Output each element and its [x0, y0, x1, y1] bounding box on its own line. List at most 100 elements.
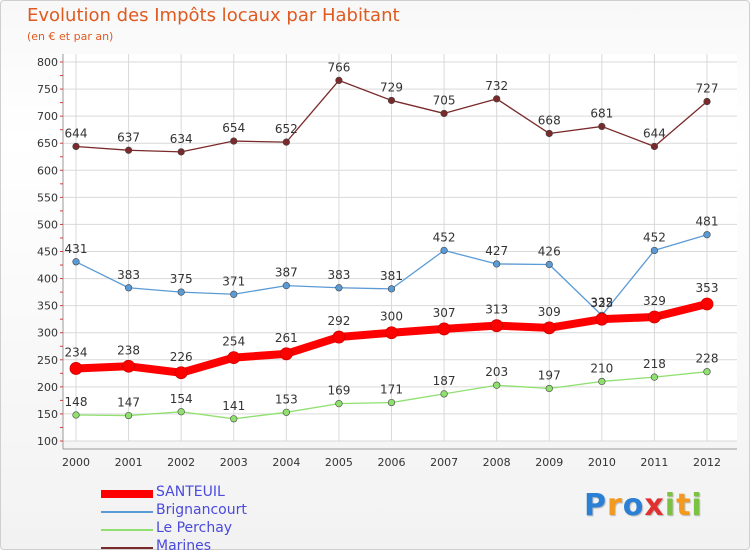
- data-point: [335, 400, 343, 408]
- y-tick-label: 300: [37, 327, 58, 340]
- y-tick-label: 400: [37, 273, 58, 286]
- data-point: [227, 351, 241, 365]
- data-label: 329: [643, 294, 666, 308]
- data-label: 234: [65, 345, 88, 359]
- data-label: 353: [696, 281, 719, 295]
- data-point: [703, 368, 711, 376]
- data-label: 431: [65, 242, 88, 256]
- data-point: [282, 282, 290, 290]
- data-label: 187: [433, 374, 456, 388]
- data-point: [279, 347, 293, 361]
- data-label: 727: [696, 82, 719, 96]
- data-label: 300: [380, 310, 403, 324]
- y-tick-label: 700: [37, 110, 58, 123]
- data-point: [282, 138, 290, 146]
- data-point: [335, 284, 343, 292]
- data-point: [177, 148, 185, 156]
- data-point: [493, 260, 501, 268]
- data-label: 654: [222, 121, 245, 135]
- legend-swatch: [101, 511, 153, 513]
- y-tick-label: 550: [37, 191, 58, 204]
- legend-swatch: [101, 490, 153, 498]
- logo-letter: o: [622, 488, 645, 523]
- logo-letter: t: [676, 488, 692, 523]
- data-point: [387, 96, 396, 105]
- x-tick-label: 2004: [272, 456, 300, 469]
- data-point: [440, 109, 448, 118]
- data-label: 153: [275, 392, 298, 406]
- data-label: 644: [643, 126, 666, 140]
- data-label: 634: [170, 132, 193, 146]
- data-label: 387: [275, 266, 298, 280]
- data-label: 218: [643, 357, 666, 371]
- proxiti-logo: Proxiti: [584, 488, 703, 523]
- data-label: 332: [590, 295, 613, 309]
- x-tick-label: 2002: [167, 456, 195, 469]
- data-point: [700, 297, 714, 311]
- data-label: 681: [590, 106, 613, 120]
- data-point: [493, 95, 501, 103]
- data-label: 238: [117, 343, 140, 357]
- data-label: 169: [327, 384, 350, 398]
- logo-letter: x: [644, 488, 665, 523]
- data-label: 644: [65, 126, 88, 140]
- data-point: [72, 142, 80, 151]
- data-label: 292: [327, 314, 350, 328]
- x-tick-label: 2000: [62, 456, 90, 469]
- data-label: 154: [170, 392, 193, 406]
- data-point: [72, 258, 80, 266]
- data-point: [650, 373, 659, 381]
- y-tick-label: 200: [37, 381, 58, 394]
- data-label: 383: [117, 268, 140, 282]
- data-point: [124, 146, 133, 154]
- data-label: 427: [485, 244, 508, 258]
- data-point: [542, 321, 556, 335]
- logo-letter: i: [691, 488, 703, 523]
- data-point: [282, 408, 290, 416]
- data-point: [174, 366, 188, 380]
- data-label: 652: [275, 122, 298, 136]
- y-tick-label: 150: [37, 408, 58, 421]
- data-label: 481: [696, 215, 719, 229]
- data-point: [545, 260, 553, 269]
- data-point: [595, 312, 609, 326]
- x-tick-label: 2012: [693, 456, 721, 469]
- data-point: [545, 384, 553, 393]
- data-point: [387, 398, 396, 407]
- logo-letter: P: [584, 488, 607, 523]
- x-tick-label: 2011: [640, 456, 668, 469]
- y-tick-label: 750: [37, 83, 58, 96]
- x-tick-label: 2001: [115, 456, 143, 469]
- data-point: [69, 362, 83, 375]
- y-tick-label: 600: [37, 164, 58, 177]
- data-point: [437, 322, 451, 336]
- legend-label: SANTEUIL: [156, 484, 225, 500]
- data-point: [332, 330, 346, 344]
- logo-letter: r: [607, 488, 623, 523]
- data-point: [177, 288, 185, 296]
- chart-subtitle: (en € et par an): [27, 30, 114, 43]
- data-point: [122, 359, 135, 373]
- y-tick-label: 800: [37, 56, 58, 69]
- legend-swatch: [101, 529, 153, 531]
- x-tick-label: 2006: [378, 456, 406, 469]
- data-label: 261: [275, 331, 298, 345]
- data-point: [72, 411, 80, 419]
- x-tick-label: 2009: [535, 456, 563, 469]
- logo-letter: i: [664, 488, 677, 523]
- data-point: [598, 377, 606, 386]
- data-point: [387, 285, 396, 293]
- data-label: 171: [380, 383, 403, 397]
- data-label: 637: [117, 130, 140, 144]
- data-label: 148: [65, 395, 88, 409]
- data-label: 766: [327, 60, 350, 74]
- data-label: 147: [117, 396, 140, 410]
- legend-label: Le Perchay: [156, 520, 233, 536]
- y-tick-label: 100: [37, 435, 58, 448]
- plot-area: [63, 54, 737, 441]
- data-point: [335, 76, 343, 85]
- legend-label: Brignancourt: [156, 502, 247, 518]
- data-point: [703, 97, 711, 106]
- chart-title: Evolution des Impôts locaux par Habitant: [27, 5, 400, 26]
